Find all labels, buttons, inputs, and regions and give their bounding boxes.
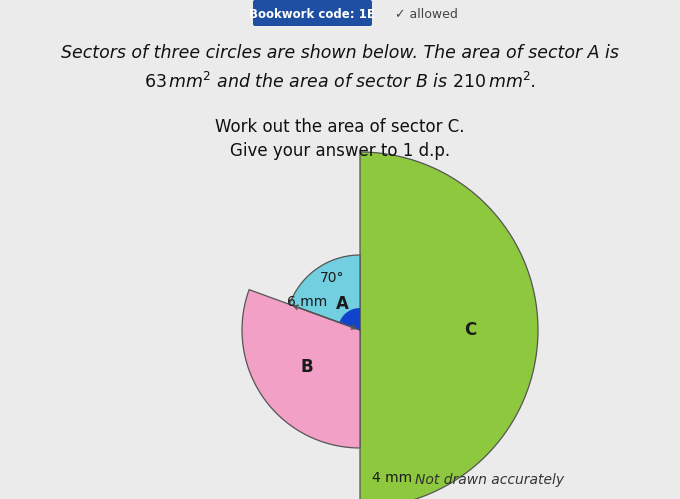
Polygon shape xyxy=(290,255,360,330)
Text: B: B xyxy=(301,358,313,376)
Polygon shape xyxy=(339,308,360,330)
Text: A: A xyxy=(335,295,348,313)
Text: 6 mm: 6 mm xyxy=(287,295,327,309)
Text: C: C xyxy=(464,321,477,339)
Text: ✓ allowed: ✓ allowed xyxy=(395,7,458,20)
Text: Bookwork code: 1E: Bookwork code: 1E xyxy=(249,7,375,20)
Text: 70°: 70° xyxy=(320,271,345,285)
Text: 4 mm: 4 mm xyxy=(372,471,412,485)
Text: Work out the area of sector C.: Work out the area of sector C. xyxy=(216,118,464,136)
FancyBboxPatch shape xyxy=(253,0,372,26)
Polygon shape xyxy=(360,152,538,499)
Polygon shape xyxy=(242,289,360,448)
Text: $63\,\mathregular{mm}^2$ and the area of sector B is $210\,\mathregular{mm}^2$.: $63\,\mathregular{mm}^2$ and the area of… xyxy=(144,72,536,92)
Text: Sectors of three circles are shown below. The area of sector A is: Sectors of three circles are shown below… xyxy=(61,44,619,62)
Text: Not drawn accurately: Not drawn accurately xyxy=(415,473,564,487)
Text: Give your answer to 1 d.p.: Give your answer to 1 d.p. xyxy=(230,142,450,160)
